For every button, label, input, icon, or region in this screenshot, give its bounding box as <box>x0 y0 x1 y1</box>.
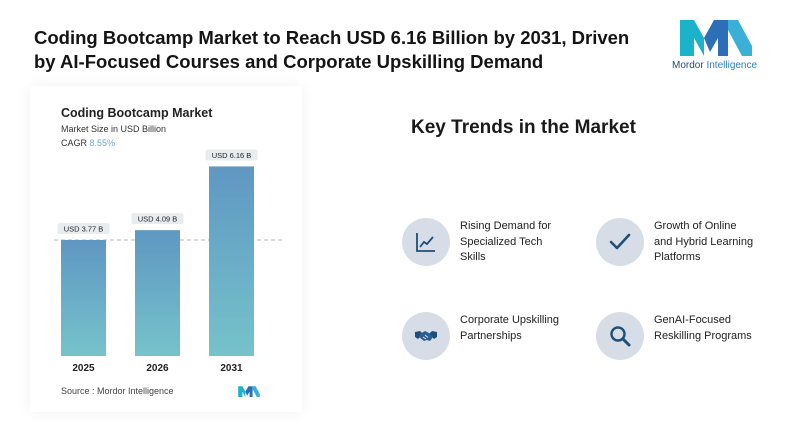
trend-label-line: Specialized Tech <box>460 235 543 248</box>
chart-title: Coding Bootcamp Market <box>61 106 213 120</box>
trend-icon-circle <box>402 312 450 360</box>
trend-icon-circle <box>402 218 450 266</box>
chart-subtitle: Market Size in USD Billion <box>61 124 167 134</box>
trend-icon-circle <box>596 312 644 360</box>
chart-cagr: CAGR 8.55% <box>61 138 115 148</box>
logo-brand: Mordor <box>672 60 704 71</box>
cagr-value: 8.55% <box>89 138 116 148</box>
magnifier-icon <box>610 326 631 347</box>
bar-2025 <box>61 240 106 356</box>
trend-label: Growth of Online and Hybrid Learning Pla… <box>654 219 753 266</box>
data-label-bg <box>57 223 110 234</box>
logo-wordmark: Mordor Intelligence <box>672 60 757 71</box>
trend-label-line: and Hybrid Learning <box>654 235 754 248</box>
trend-label: Rising Demand for Specialized Tech Skill… <box>460 219 551 266</box>
x-tick-label-2025: 2025 <box>72 363 95 374</box>
mordor-intelligence-logo: Mordor Intelligence <box>668 16 768 74</box>
key-trends-title: Key Trends in the Market <box>411 117 636 138</box>
headline-line-2: by AI-Focused Courses and Corporate Upsk… <box>34 51 544 72</box>
trend-genai-reskilling: GenAI-Focused Reskilling Programs <box>596 312 786 362</box>
data-label-bg <box>205 149 258 161</box>
trend-label-line: Corporate Upskilling <box>460 314 560 326</box>
x-tick-label-2031: 2031 <box>220 363 243 374</box>
handshake-icon <box>415 331 437 341</box>
trend-label: Corporate Upskilling Partnerships <box>460 313 559 344</box>
x-tick-label-2026: 2026 <box>146 363 169 374</box>
bar-2031 <box>209 166 254 356</box>
logo-mark-icon <box>680 20 752 56</box>
bar-chart: USD 3.77 B 2025 USD 4.09 B 2026 USD 6.16 B 20… <box>54 149 284 374</box>
trend-online-hybrid: Growth of Online and Hybrid Learning Pla… <box>596 218 786 268</box>
chart-source: Source : Mordor Intelligence <box>61 386 174 396</box>
data-label-2031: USD 6.16 B <box>212 151 252 160</box>
market-size-chart-card: Coding Bootcamp Market Market Size in US… <box>44 96 292 404</box>
data-label-2025: USD 3.77 B <box>64 224 104 233</box>
trend-specialized-skills: Rising Demand for Specialized Tech Skill… <box>402 218 592 268</box>
trend-label-line: Partnerships <box>460 329 522 342</box>
trend-label-line: Rising Demand for <box>460 220 552 232</box>
trend-corporate-upskilling: Corporate Upskilling Partnerships <box>402 312 592 362</box>
trend-label-line: Skills <box>460 251 486 263</box>
trend-label-line: Growth of Online <box>654 220 737 232</box>
headline-line-1: Coding Bootcamp Market to Reach USD 6.16… <box>34 27 630 48</box>
page-headline: Coding Bootcamp Market to Reach USD 6.16… <box>34 26 674 74</box>
trend-label-line: Platforms <box>654 251 701 263</box>
bar-2026 <box>135 230 180 356</box>
mini-logo-icon <box>238 386 260 397</box>
checkmark-icon <box>609 233 631 250</box>
line-chart-icon <box>416 233 435 252</box>
cagr-label: CAGR <box>61 138 88 148</box>
data-label-bg <box>131 213 184 225</box>
trend-label: GenAI-Focused Reskilling Programs <box>654 313 752 344</box>
data-label-2026: USD 4.09 B <box>138 214 178 223</box>
trend-label-line: Reskilling Programs <box>654 329 752 342</box>
logo-suffix: Intelligence <box>706 60 758 71</box>
trend-label-line: GenAI-Focused <box>654 314 732 326</box>
trend-icon-circle <box>596 218 644 266</box>
